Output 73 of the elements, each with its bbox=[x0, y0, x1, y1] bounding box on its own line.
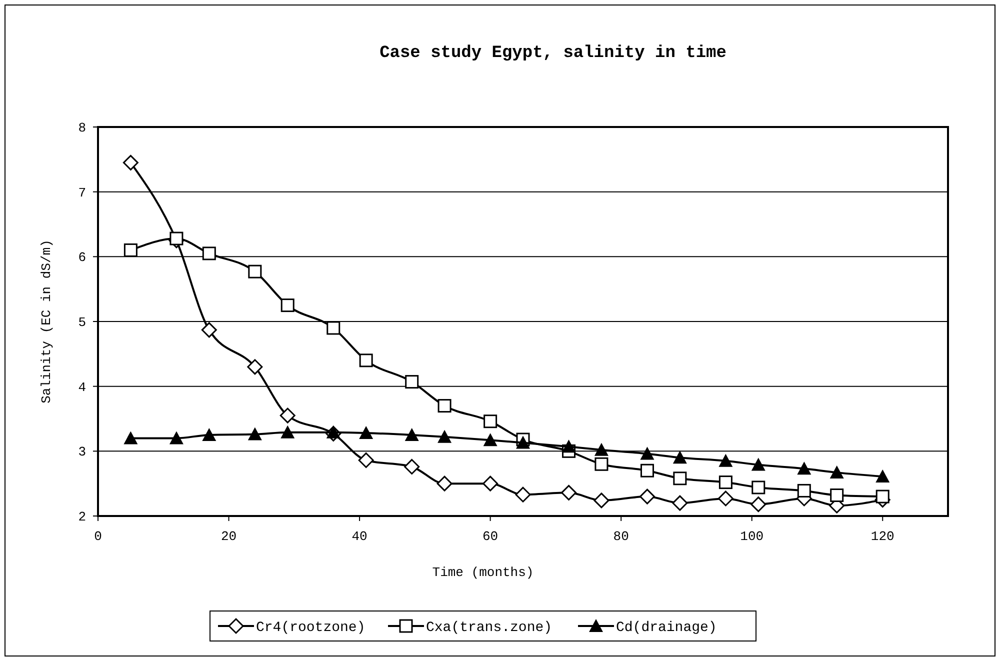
x-tick-label: 100 bbox=[740, 529, 764, 544]
y-tick-label: 2 bbox=[78, 510, 86, 525]
point bbox=[594, 442, 608, 456]
y-tick-label: 6 bbox=[78, 250, 86, 266]
point bbox=[797, 462, 812, 475]
x-axis-title: Time (months) bbox=[432, 565, 534, 580]
point bbox=[515, 486, 531, 502]
point bbox=[405, 375, 419, 389]
point bbox=[876, 490, 890, 504]
point bbox=[122, 154, 138, 170]
point bbox=[594, 492, 610, 508]
point bbox=[639, 488, 655, 504]
point bbox=[202, 246, 216, 260]
point bbox=[876, 469, 890, 482]
point bbox=[404, 428, 419, 441]
point bbox=[750, 496, 766, 512]
point bbox=[170, 232, 184, 246]
point bbox=[248, 264, 262, 278]
point bbox=[248, 427, 262, 440]
point bbox=[718, 454, 733, 467]
point bbox=[438, 430, 452, 443]
point bbox=[751, 458, 766, 471]
point bbox=[830, 488, 844, 502]
point bbox=[358, 452, 374, 468]
chart-title: Case study Egypt, salinity in time bbox=[380, 44, 726, 63]
y-tick-label: 7 bbox=[78, 185, 86, 200]
x-tick-label: 0 bbox=[94, 529, 102, 544]
x-tick-label: 20 bbox=[220, 529, 237, 544]
point bbox=[752, 480, 766, 494]
point bbox=[561, 484, 577, 500]
point bbox=[673, 472, 687, 486]
point bbox=[640, 446, 654, 460]
x-tick-label: 60 bbox=[482, 529, 498, 544]
point bbox=[672, 450, 687, 464]
point bbox=[484, 414, 498, 428]
point bbox=[482, 476, 498, 492]
point bbox=[718, 476, 732, 490]
legend-label: Cd(drainage) bbox=[616, 620, 717, 636]
point bbox=[718, 490, 734, 506]
point bbox=[483, 433, 498, 446]
point bbox=[280, 298, 294, 312]
point bbox=[247, 359, 263, 375]
point bbox=[124, 431, 138, 444]
point bbox=[438, 399, 452, 413]
point bbox=[359, 426, 374, 440]
y-axis-title: Salinity (EC in dS/m) bbox=[39, 240, 54, 404]
y-tick-label: 5 bbox=[78, 315, 86, 330]
point bbox=[404, 458, 420, 474]
y-tick-label: 8 bbox=[78, 120, 86, 136]
point bbox=[326, 425, 340, 438]
point bbox=[516, 436, 530, 449]
point bbox=[326, 321, 340, 335]
point bbox=[201, 322, 217, 338]
legend-label: Cxa(trans.zone) bbox=[426, 620, 552, 636]
point bbox=[562, 440, 576, 453]
point bbox=[280, 425, 295, 438]
point bbox=[280, 408, 296, 424]
y-tick-label: 4 bbox=[78, 380, 86, 395]
point bbox=[124, 243, 138, 257]
point bbox=[830, 466, 844, 479]
x-tick-label: 80 bbox=[613, 529, 629, 544]
point bbox=[594, 457, 608, 471]
point bbox=[169, 431, 184, 444]
point bbox=[640, 464, 654, 478]
point bbox=[797, 484, 811, 498]
y-tick-label: 3 bbox=[78, 444, 86, 460]
legend-label: Cr4(rootzone) bbox=[256, 620, 366, 636]
x-tick-label: 40 bbox=[352, 529, 368, 544]
point bbox=[359, 354, 373, 368]
x-tick-label: 120 bbox=[870, 529, 894, 544]
point bbox=[202, 428, 216, 441]
point bbox=[672, 495, 688, 511]
point bbox=[436, 476, 452, 492]
